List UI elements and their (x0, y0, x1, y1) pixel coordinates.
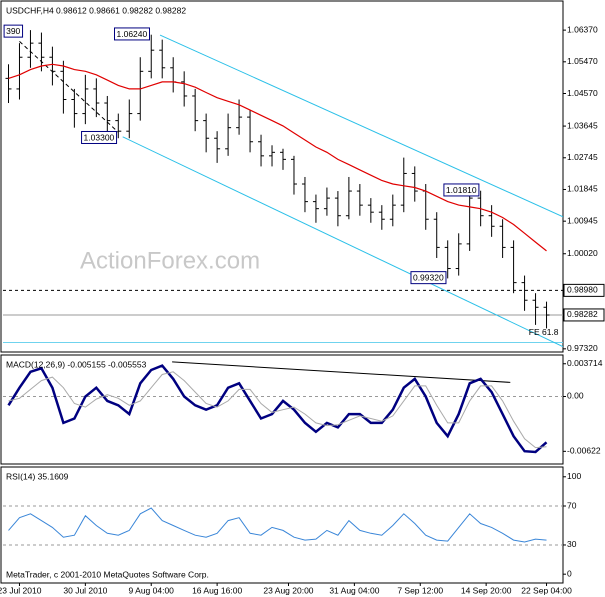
x-tick-label: 9 Aug 04:00 (129, 585, 175, 595)
annotation: 0.99320 (413, 273, 444, 283)
y-tick-label: 1.06370 (567, 24, 598, 34)
y-tick-label: 0.003714 (567, 358, 603, 368)
trend-line (172, 361, 511, 383)
x-tick-label: 7 Sep 12:00 (397, 585, 443, 595)
annotation: 390 (6, 26, 20, 36)
footer: MetaTrader, c 2001-2010 MetaQuotes Softw… (6, 569, 209, 579)
series-line (8, 507, 547, 543)
annotation: 1.06240 (117, 29, 148, 39)
level-label: 0.98282 (567, 309, 598, 319)
panel-title: USDCHF,H4 0.98612 0.98661 0.98282 0.9828… (6, 5, 186, 15)
trend-line (122, 136, 563, 348)
annotation-box (443, 183, 480, 197)
series-line (7, 364, 548, 454)
panel-title: RSI(14) 35.1609 (6, 471, 69, 481)
annotation-box (114, 27, 150, 41)
x-tick-label: 23 Aug 20:00 (263, 585, 313, 595)
annotation: 1.01810 (446, 185, 477, 195)
x-tick-label: 30 Jul 2010 (63, 585, 107, 595)
y-tick-label: 1.03645 (567, 120, 598, 130)
y-tick-label: 0.00 (567, 391, 584, 401)
annotation-box (410, 271, 447, 285)
level-label-box (563, 283, 605, 297)
series-line (8, 63, 547, 252)
macd-panel (0, 354, 564, 465)
x-tick-label: 22 Sep 04:00 (521, 585, 572, 595)
x-tick-label: 31 Aug 04:00 (329, 585, 379, 595)
watermark: ActionForex.com (80, 247, 260, 274)
x-tick-label: 14 Sep 20:00 (461, 585, 512, 595)
x-tick-label: 23 Jul 2010 (0, 585, 42, 595)
y-tick-label: 1.02745 (567, 152, 598, 162)
x-tick-label: 16 Aug 16:00 (192, 585, 242, 595)
y-tick-label: 1.04570 (567, 88, 598, 98)
price-panel (0, 0, 564, 353)
y-tick-label: 1.00945 (567, 215, 598, 225)
panel-plot: 1.06240 1.03300 1.01810 0.99320 390 FE 61.8 (3, 24, 563, 348)
annotation: 1.03300 (84, 132, 115, 142)
rsi-panel (0, 466, 564, 584)
level-label-box (563, 308, 605, 322)
annotation-box (3, 24, 24, 38)
panel-plot (3, 361, 563, 454)
annotation: FE 61.8 (529, 327, 559, 337)
series-line (8, 371, 547, 449)
y-tick-label: 30 (567, 539, 577, 549)
y-tick-label: 0.97320 (567, 343, 598, 353)
level-label: 0.98980 (567, 285, 598, 295)
y-tick-label: 1.05470 (567, 56, 598, 66)
panel-title: MACD(12,26,9) -0.005155 -0.005553 (6, 359, 147, 369)
y-tick-label: 1.00020 (567, 248, 598, 258)
trend-line (19, 41, 119, 133)
trend-line (159, 34, 563, 218)
panel-plot (3, 505, 563, 546)
y-tick-label: 0 (567, 568, 572, 578)
y-tick-label: 100 (567, 471, 581, 481)
y-tick-label: 70 (567, 500, 577, 510)
y-tick-label: 1.01845 (567, 184, 598, 194)
y-tick-label: -0.00622 (567, 446, 601, 456)
annotation-box (81, 130, 118, 144)
